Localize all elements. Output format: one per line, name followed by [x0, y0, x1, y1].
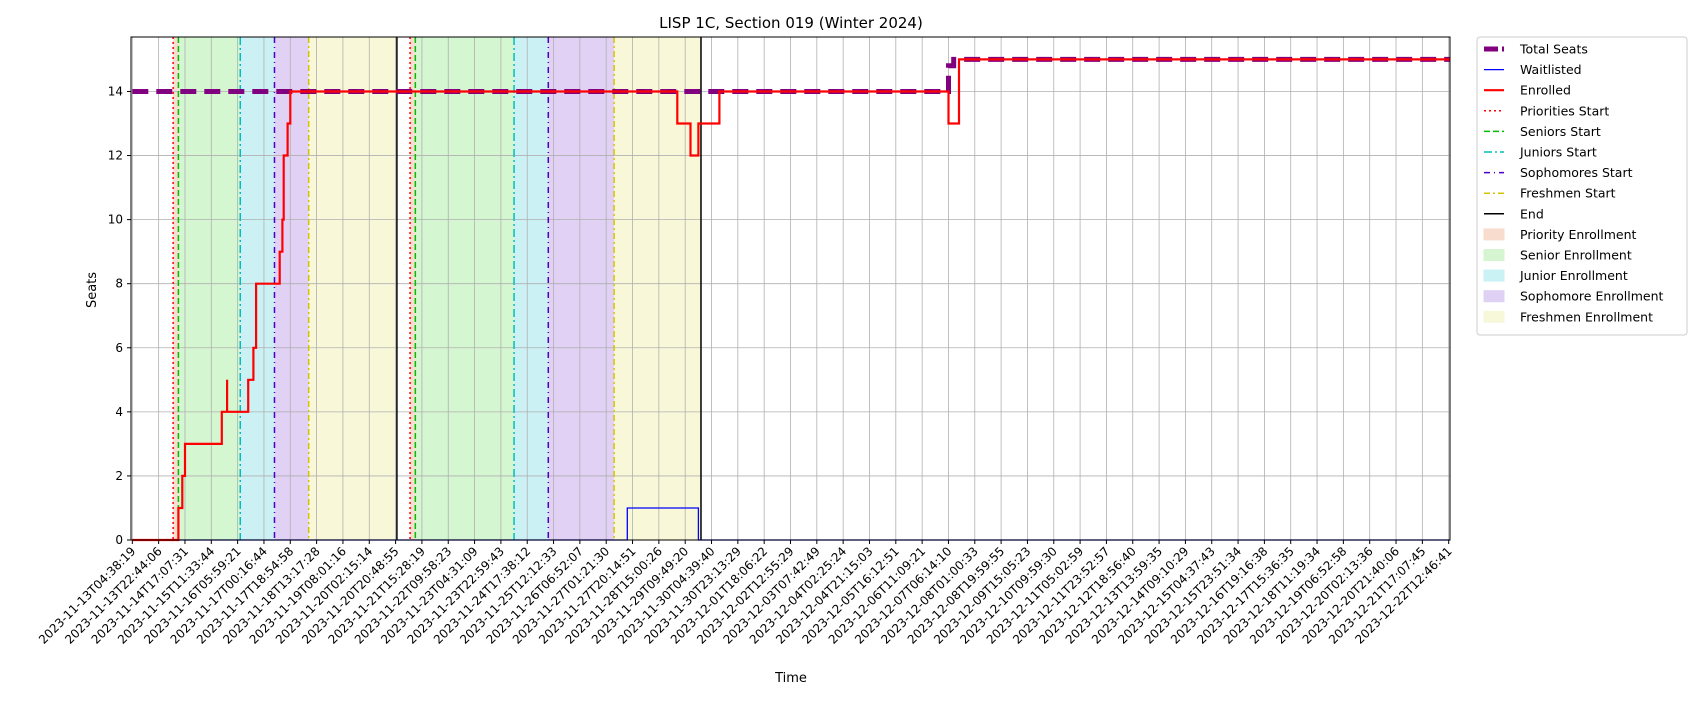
phase-band-0-1: [410, 37, 416, 540]
legend-label-1: Waitlisted: [1520, 62, 1582, 77]
y-tick-label-0: 0: [115, 533, 123, 547]
y-ticks: 0 2 4 6 8 10 12 14: [108, 84, 131, 547]
x-ticks: 2023-11-13T04:38:192023-11-13T22:44:0620…: [36, 540, 1455, 647]
legend-handle-9: [1483, 228, 1505, 241]
legend-handle-12: [1483, 290, 1505, 303]
marker-lines: [172, 37, 702, 540]
legend-label-5: Juniors Start: [1519, 145, 1597, 160]
phase-band-3-1: [548, 37, 615, 540]
y-tick-label-2: 4: [115, 405, 123, 419]
y-tick-label-5: 10: [108, 213, 123, 227]
legend-label-8: End: [1520, 206, 1544, 221]
legend-label-12: Sophomore Enrollment: [1520, 289, 1664, 304]
legend-box: [1476, 36, 1688, 336]
legend-label-6: Sophomores Start: [1520, 165, 1633, 180]
phase-band-0-0: [173, 37, 179, 540]
legend-label-7: Freshmen Start: [1520, 186, 1616, 201]
legend-handle-10: [1483, 249, 1505, 261]
legend-label-4: Seniors Start: [1520, 124, 1601, 139]
legend-handle-13: [1483, 310, 1505, 323]
legend-label-0: Total Seats: [1519, 42, 1588, 57]
y-tick-label-6: 12: [108, 149, 123, 163]
legend-label-11: Junior Enrollment: [1519, 268, 1628, 283]
phase-band-4-0: [308, 37, 397, 540]
legend-label-13: Freshmen Enrollment: [1520, 309, 1653, 324]
legend: Total Seats Waitlisted Enrolled Priorities …: [1476, 36, 1688, 336]
series-line-2: [132, 58, 1450, 542]
phase-band-1-1: [415, 37, 515, 540]
legend-handle-11: [1483, 269, 1505, 282]
legend-label-10: Senior Enrollment: [1520, 248, 1632, 263]
phase-bands: [173, 37, 701, 540]
phase-band-2-0: [240, 37, 275, 540]
y-tick-label-7: 14: [108, 84, 123, 98]
x-axis-label: Time: [774, 671, 807, 686]
phase-band-2-1: [514, 37, 549, 540]
phase-band-3-0: [274, 37, 309, 540]
y-tick-label-4: 8: [115, 277, 123, 291]
legend-label-2: Enrolled: [1520, 83, 1571, 98]
chart-title: LISP 1C, Section 019 (Winter 2024): [659, 14, 923, 32]
y-tick-label-3: 6: [115, 341, 123, 355]
grid: [131, 37, 1450, 541]
y-tick-label-1: 2: [115, 469, 123, 483]
y-axis-label: Seats: [85, 272, 100, 308]
phase-band-4-1: [614, 37, 701, 540]
phase-band-1-0: [178, 37, 241, 540]
legend-label-3: Priorities Start: [1520, 103, 1609, 118]
legend-label-9: Priority Enrollment: [1520, 227, 1637, 242]
